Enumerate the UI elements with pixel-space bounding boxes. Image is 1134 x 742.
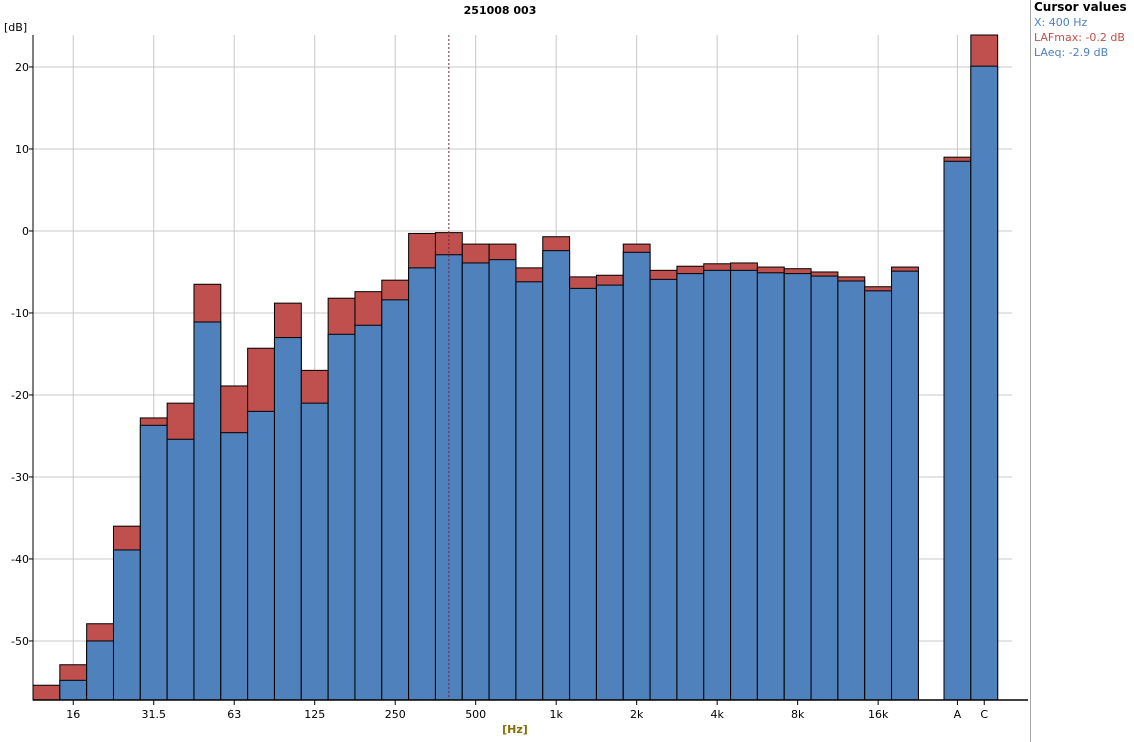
bar-laeq xyxy=(166,438,195,701)
bar-laeq xyxy=(943,160,972,701)
bar-laeq xyxy=(569,287,597,701)
y-tick-label: 10 xyxy=(15,143,29,156)
bar-laeq xyxy=(756,272,785,701)
x-tick-label: 2k xyxy=(630,708,644,721)
y-tick-label: 0 xyxy=(22,225,29,238)
bar-laeq xyxy=(86,640,114,701)
bar-laeq xyxy=(247,410,275,701)
x-tick-label: 16k xyxy=(868,708,889,721)
bar-laeq xyxy=(703,269,732,701)
bar-laeq xyxy=(300,402,329,701)
x-tick-label: 250 xyxy=(385,708,406,721)
bar-laeq xyxy=(488,259,517,701)
bar-laeq xyxy=(381,299,410,701)
bar-laeq xyxy=(408,267,436,701)
bar-laeq xyxy=(810,275,839,701)
cursor-laeq-value: LAeq: -2.9 dB xyxy=(1034,46,1109,59)
cursor-values-panel: Cursor values X: 400 Hz LAFmax: -0.2 dB … xyxy=(1030,0,1134,742)
bar-laeq xyxy=(970,65,999,701)
bar-laeq xyxy=(354,324,383,701)
y-tick-label: 20 xyxy=(15,61,29,74)
bar-laeq xyxy=(515,281,544,701)
bar-laeq xyxy=(837,280,866,701)
bar-laeq xyxy=(864,290,893,701)
bar-laeq xyxy=(273,337,302,701)
cursor-x-value: X: 400 Hz xyxy=(1034,16,1088,29)
x-tick-label: 8k xyxy=(791,708,805,721)
bar-laeq xyxy=(327,333,356,701)
x-tick-label: 4k xyxy=(710,708,724,721)
x-tick-label: 16 xyxy=(66,708,80,721)
cursor-lafmax-value: LAFmax: -0.2 dB xyxy=(1034,31,1125,44)
bar-laeq xyxy=(622,251,651,701)
x-tick-label: 63 xyxy=(227,708,241,721)
x-tick-label: 1k xyxy=(549,708,563,721)
spectrum-chart[interactable]: 251008 003 [dB] 20 10 0 -10 -20 -30 -40 -50 16 31.5… xyxy=(0,0,1030,742)
bar-lafmax xyxy=(32,684,61,701)
bar-laeq xyxy=(783,273,812,701)
bar-laeq xyxy=(112,549,141,701)
bar-laeq xyxy=(220,432,249,701)
bar-laeq xyxy=(676,273,705,701)
y-tick-label: -40 xyxy=(11,553,29,566)
bar-laeq xyxy=(461,262,490,701)
bar-laeq xyxy=(730,269,758,701)
y-axis-label: [dB] xyxy=(4,21,27,34)
bar-laeq xyxy=(139,424,168,701)
overall-label: A xyxy=(954,708,962,721)
x-tick-label: 125 xyxy=(304,708,325,721)
bar-laeq xyxy=(649,278,678,701)
bar-laeq xyxy=(434,254,463,701)
bar-laeq xyxy=(59,679,88,701)
x-tick-label: 500 xyxy=(465,708,486,721)
bar-laeq xyxy=(891,270,919,701)
bar-laeq xyxy=(595,284,624,701)
cursor-values-title: Cursor values xyxy=(1034,0,1127,14)
x-axis-label: [Hz] xyxy=(502,723,528,736)
overall-label: C xyxy=(980,708,988,721)
y-tick-label: -10 xyxy=(11,307,29,320)
y-tick-label: -30 xyxy=(11,471,29,484)
x-tick-label: 31.5 xyxy=(141,708,166,721)
bar-laeq xyxy=(542,250,571,701)
bar-laeq xyxy=(193,321,222,701)
chart-title: 251008 003 xyxy=(464,4,537,17)
y-tick-label: -20 xyxy=(11,389,29,402)
y-tick-label: -50 xyxy=(11,635,29,648)
